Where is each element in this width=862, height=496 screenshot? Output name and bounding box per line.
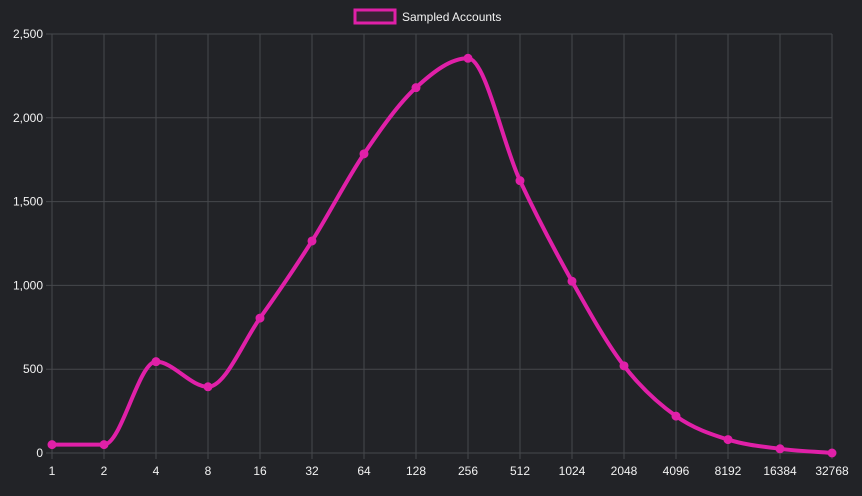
x-tick-label: 2 [101, 464, 108, 478]
x-tick-label: 4096 [663, 464, 690, 478]
x-tick-label: 1024 [559, 464, 586, 478]
data-point-1024[interactable] [567, 276, 577, 286]
data-point-256[interactable] [463, 53, 473, 63]
y-tick-label: 0 [36, 446, 43, 460]
data-point-4096[interactable] [671, 411, 681, 421]
y-tick-label: 1,500 [13, 195, 43, 209]
x-tick-label: 2048 [611, 464, 638, 478]
x-tick-label: 128 [406, 464, 426, 478]
data-point-8192[interactable] [723, 435, 733, 445]
legend[interactable]: Sampled Accounts [353, 8, 501, 25]
x-tick-label: 512 [510, 464, 530, 478]
data-point-16[interactable] [255, 313, 265, 323]
data-point-64[interactable] [359, 149, 369, 159]
data-point-2[interactable] [99, 440, 109, 450]
x-axis: 1 2 4 8 16 32 64 128 256 512 1024 2048 4096 8192 16384… [49, 464, 849, 478]
data-point-16384[interactable] [775, 444, 785, 454]
x-tick-label: 1 [49, 464, 56, 478]
grid [46, 33, 833, 459]
y-tick-label: 500 [23, 362, 43, 376]
data-point-4[interactable] [151, 357, 161, 367]
y-tick-label: 2,500 [13, 27, 43, 41]
y-tick-label: 1,000 [13, 278, 43, 292]
x-tick-label: 16 [253, 464, 267, 478]
x-tick-label: 8192 [715, 464, 742, 478]
x-tick-label: 16384 [763, 464, 797, 478]
x-tick-label: 32 [305, 464, 319, 478]
data-points [47, 53, 837, 458]
x-tick-label: 4 [153, 464, 160, 478]
y-tick-label: 2,000 [13, 111, 43, 125]
legend-swatch[interactable] [353, 8, 397, 25]
legend-label[interactable]: Sampled Accounts [402, 10, 501, 24]
data-point-2048[interactable] [619, 361, 629, 371]
x-tick-label: 256 [458, 464, 478, 478]
x-tick-label: 64 [357, 464, 371, 478]
data-point-512[interactable] [515, 176, 525, 186]
data-point-8[interactable] [203, 382, 213, 392]
data-point-1[interactable] [47, 440, 57, 450]
data-point-32768[interactable] [827, 448, 837, 458]
data-point-32[interactable] [307, 236, 317, 246]
y-axis: 0 500 1,000 1,500 2,000 2,500 [13, 27, 43, 460]
x-tick-label: 8 [205, 464, 212, 478]
x-tick-label: 32768 [815, 464, 849, 478]
data-point-128[interactable] [411, 83, 421, 93]
